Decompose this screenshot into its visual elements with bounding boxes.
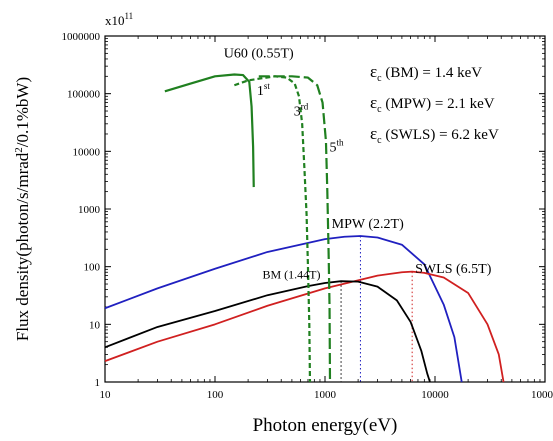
series-line-3rd [234,75,312,383]
y-multiplier-base: x10 [105,13,125,28]
x-axis-title: Photon energy(eV) [253,415,398,436]
curve-label: MPW (2.2T) [332,217,404,232]
series-line-mpw-2-2t [104,235,463,383]
x-tick-label: 10 [100,389,112,401]
epsilon-symbol: ε [370,93,377,112]
y-multiplier-exp: 11 [125,11,134,21]
y-axis-title-rest: /0.1%bW) [13,77,32,147]
harmonic-label: 5th [330,137,345,155]
epsilon-symbol: ε [370,62,377,81]
series-line-swls-6-5t [104,270,505,383]
x-tick-labels: 10 100 1000 10000 100000 [100,389,553,401]
harmonic-number: 3 [294,104,301,119]
y-tick-label: 1000 [78,204,101,216]
curve-label: U60 (0.55T) [224,47,294,62]
critical-energy-mpw: εc (MPW) = 2.1 keV [370,93,495,115]
x-tick-label: 100000 [531,389,553,401]
y-tick-label: 10 [89,319,101,331]
series-line-1st [164,73,255,188]
x-tick-label: 1000 [314,389,337,401]
y-tick-label: 1 [95,377,101,389]
axis-ticks [104,35,546,383]
series-line-5th [258,75,332,383]
harmonic-suffix: th [337,137,345,147]
harmonic-number: 5 [330,140,337,155]
y-axis-title: Flux density(photon/s/mrad2/0.1%bW) [13,77,32,341]
series-lines [104,73,505,383]
y-tick-label: 1000000 [62,31,101,43]
harmonic-suffix: rd [301,101,309,111]
critical-energy-bm: εc (BM) = 1.4 keV [370,62,482,84]
critical-energy-markers [340,236,413,382]
harmonic-number: 1 [257,84,264,99]
harmonic-labels: 1st 3rd 5th [257,81,344,155]
x-tick-label: 10000 [421,389,449,401]
critical-energy-swls-text: (SWLS) = 6.2 keV [382,127,499,143]
epsilon-subscript: c [377,104,382,115]
harmonic-suffix: st [264,81,271,91]
critical-energy-bm-text: (BM) = 1.4 keV [382,65,483,81]
plot-area [104,35,546,383]
y-multiplier: x1011 [105,11,133,28]
y-tick-label: 100 [84,262,101,274]
epsilon-subscript: c [377,135,382,146]
y-tick-label: 10000 [73,146,101,158]
y-axis-title-sup: 2 [13,147,25,153]
curve-labels: U60 (0.55T) MPW (2.2T) SWLS (6.5T) BM (1.44… [224,47,492,282]
harmonic-label: 3rd [294,101,309,119]
epsilon-subscript: c [377,73,382,84]
harmonic-label: 1st [257,81,271,99]
y-axis-title-main: Flux density(photon/s/mrad [13,152,32,341]
critical-energy-mpw-text: (MPW) = 2.1 keV [382,96,495,112]
critical-energy-swls: εc (SWLS) = 6.2 keV [370,124,499,146]
y-tick-label: 100000 [67,89,101,101]
curve-label: BM (1.44T) [262,268,320,282]
series-line-bm-1-44t [104,280,431,383]
epsilon-symbol: ε [370,124,377,143]
y-tick-labels: 1 10 100 1000 10000 100000 1000000 [62,31,101,389]
curve-label: SWLS (6.5T) [415,262,492,277]
x-tick-label: 100 [207,389,224,401]
critical-energy-legend: εc (BM) = 1.4 keV εc (MPW) = 2.1 keV εc … [370,62,499,146]
